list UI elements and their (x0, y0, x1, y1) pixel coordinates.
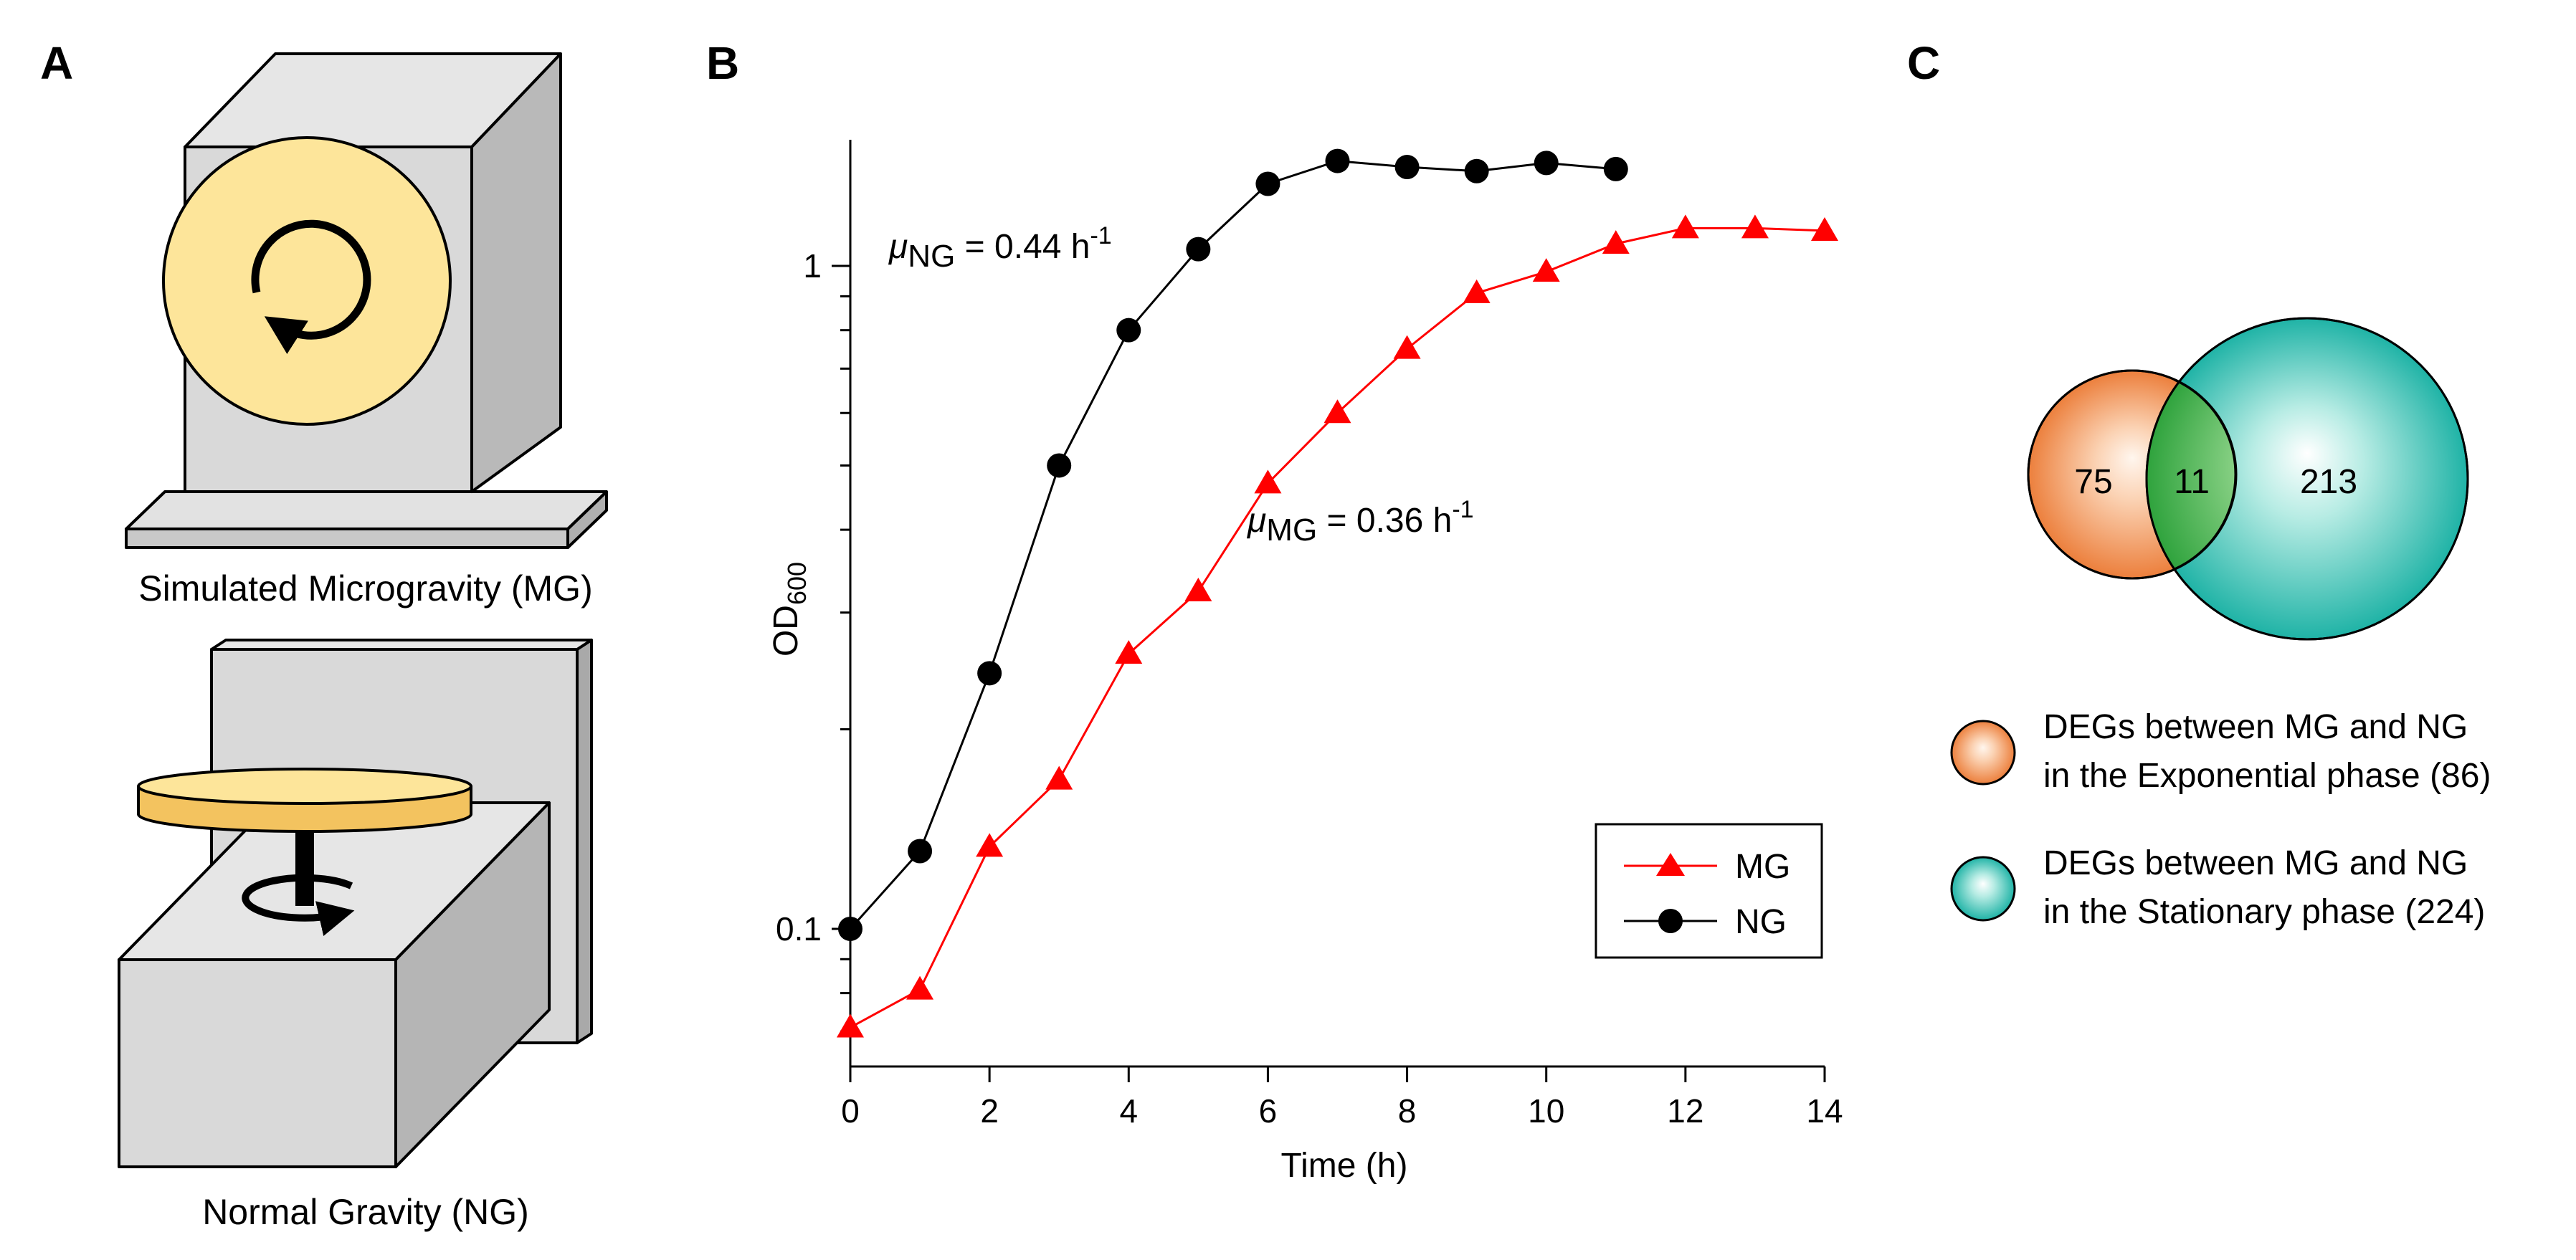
mg-rate-symbol: μ (1246, 502, 1266, 540)
ng-data-point (1325, 148, 1350, 173)
mg-data-point (837, 1013, 864, 1038)
ng-device-caption: Normal Gravity (NG) (202, 1192, 529, 1232)
x-tick-label: 14 (1806, 1092, 1843, 1130)
venn-exponential-outline (2027, 369, 2238, 580)
mg-rate-eq: = 0.36 h (1317, 502, 1452, 540)
ng-rate-eq: = 0.44 h (955, 228, 1090, 266)
ng-data-point (1394, 155, 1420, 180)
shaker-platform-top (137, 768, 472, 805)
series-line-ng (849, 160, 1616, 930)
clinostat-base-top (125, 490, 608, 530)
mg-data-point (1811, 216, 1838, 241)
x-tick-label: 6 (1259, 1092, 1278, 1130)
venn-legend-exp-line1: DEGs between MG and NG (2043, 708, 2468, 746)
x-ticks: 0 2 4 6 8 10 12 14 (841, 1066, 1843, 1130)
venn-legend-stat-line2: in the Stationary phase (224) (2043, 893, 2485, 931)
chart-legend: MG NG (1594, 823, 1823, 959)
panel-letter-c: C (1907, 37, 1940, 89)
x-tick-label: 2 (980, 1092, 999, 1130)
mg-data-point (976, 833, 1004, 857)
venn-overlap-count: 11 (2174, 463, 2210, 501)
mg-data-point (906, 975, 934, 1000)
venn-legend-stat-swatch (1950, 856, 2016, 922)
ng-data-point (1047, 453, 1072, 478)
ng-data-point (908, 839, 933, 864)
legend-mg-label: MG (1735, 848, 1790, 886)
mg-data-point (1532, 258, 1560, 282)
x-tick-label: 12 (1667, 1092, 1703, 1130)
clinostat-base-side (566, 490, 608, 549)
y-axis-label-group: OD600 (767, 562, 812, 657)
legend-ng-label: NG (1735, 903, 1787, 941)
clinostat-illustration (125, 52, 608, 549)
series-markers (837, 148, 1838, 1038)
x-tick-label: 8 (1398, 1092, 1417, 1130)
mg-rate-sub: MG (1266, 512, 1317, 548)
ng-data-point (977, 661, 1002, 686)
panel-letter-b: B (706, 37, 739, 89)
rotation-arrow-icon (251, 219, 371, 354)
venn-legend-stat-line1: DEGs between MG and NG (2043, 844, 2468, 882)
y-axis-label: OD600 (767, 562, 812, 657)
x-tick-label: 10 (1528, 1092, 1564, 1130)
mg-data-point (1741, 214, 1769, 239)
mg-data-point (1671, 214, 1699, 239)
x-axis-label: Time (h) (1281, 1147, 1408, 1185)
ng-data-point (1464, 158, 1489, 183)
venn-exp-only-count: 75 (2074, 463, 2112, 501)
mg-device-caption: Simulated Microgravity (MG) (138, 568, 592, 608)
y-tick-label: 0.1 (776, 910, 822, 948)
y-axis-label-sub: 600 (782, 562, 812, 605)
venn-legend-exp-line2: in the Exponential phase (86) (2043, 757, 2491, 795)
ng-back-panel-side (576, 639, 593, 1044)
mg-rate-sup: -1 (1452, 496, 1473, 523)
panel-letter-a: A (40, 37, 73, 89)
ng-data-point (1116, 318, 1141, 343)
venn-diagram: 75 11 213 (2027, 317, 2469, 641)
rotation-arrow-icon-ng (242, 874, 355, 936)
legend-box (1594, 823, 1823, 959)
y-tick-label: 1 (803, 247, 822, 285)
shaker-shaft (295, 829, 314, 906)
y-axis-label-main: OD (767, 605, 805, 657)
legend-mg-marker (1656, 853, 1685, 876)
ng-rate-sub: NG (908, 239, 955, 274)
ng-data-point (838, 916, 862, 941)
rotating-vessel (162, 136, 452, 426)
mg-rate-annotation: μMG = 0.36 h-1 (1246, 496, 1474, 548)
x-tick-label: 0 (841, 1092, 860, 1130)
clinostat-base-front (125, 528, 569, 549)
ng-rate-symbol: μ (888, 228, 908, 266)
mg-data-point (1463, 279, 1491, 303)
growth-chart: 0 2 4 6 8 10 12 14 0.11 Time (h) OD600 μNG = 0.… (767, 140, 1843, 1185)
ng-rate-sup: -1 (1090, 222, 1111, 249)
venn-stationary-outline (2145, 317, 2469, 641)
mg-data-point (1323, 399, 1351, 424)
venn-stat-only-count: 213 (2300, 463, 2357, 501)
ng-data-point (1186, 237, 1211, 262)
venn-legend: DEGs between MG and NG in the Exponentia… (1950, 708, 2491, 931)
venn-legend-exp-swatch (1950, 720, 2016, 786)
ng-rate-annotation: μNG = 0.44 h-1 (888, 222, 1112, 274)
ng-data-point (1603, 156, 1628, 181)
mg-data-point (1045, 765, 1073, 790)
ng-device-illustration (118, 639, 593, 1168)
mg-data-point (1184, 577, 1212, 601)
mg-data-point (1254, 469, 1282, 494)
mg-data-point (1115, 640, 1143, 664)
mg-data-point (1602, 230, 1630, 254)
ng-data-point (1255, 171, 1280, 196)
legend-ng-marker (1658, 909, 1683, 933)
x-tick-label: 4 (1119, 1092, 1138, 1130)
ng-box-front (118, 958, 397, 1168)
ng-data-point (1534, 151, 1559, 176)
mg-data-point (1393, 335, 1421, 359)
